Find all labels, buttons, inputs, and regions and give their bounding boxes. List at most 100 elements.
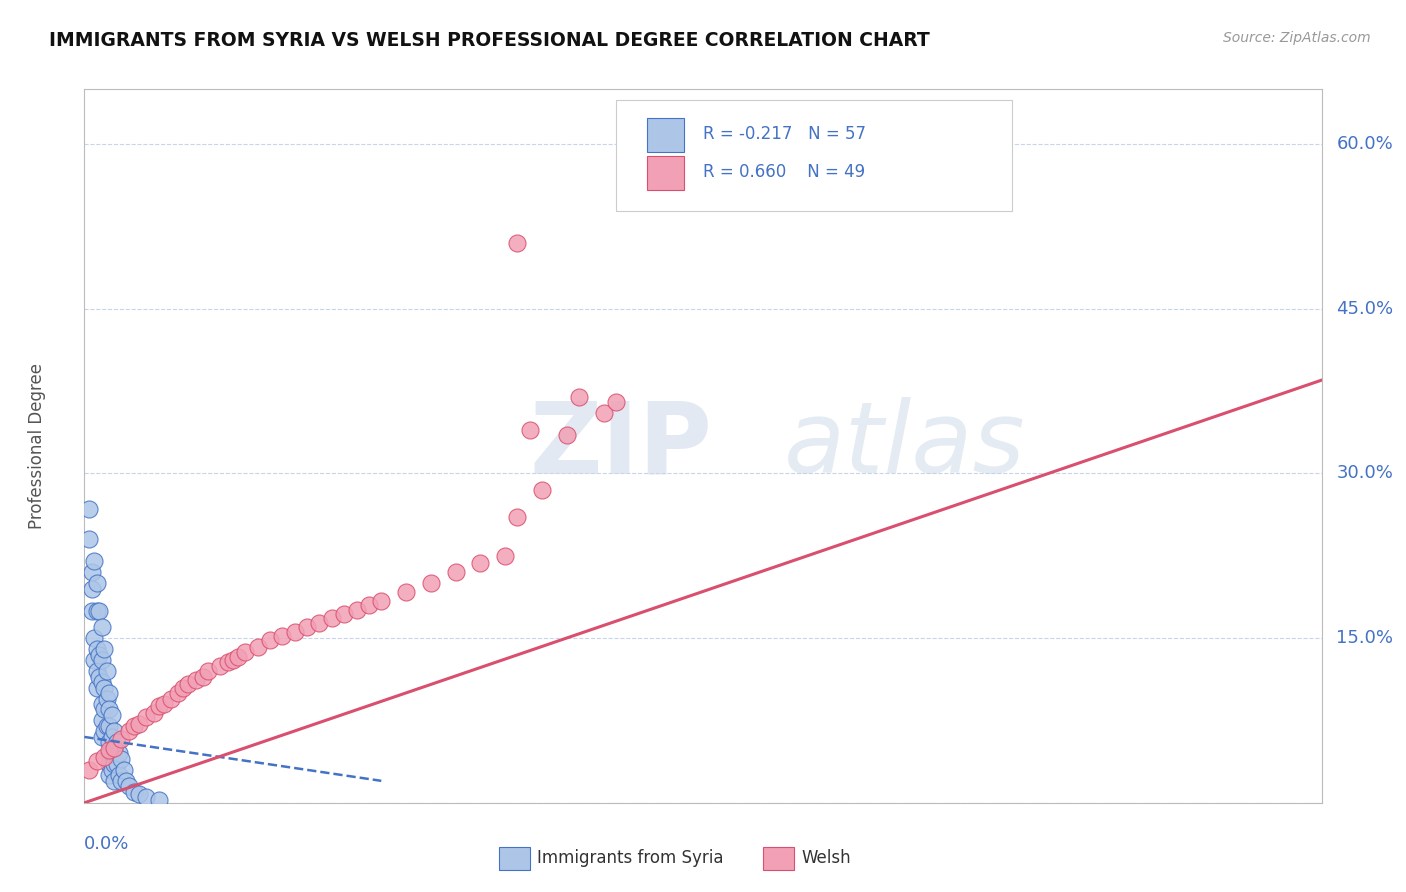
Point <box>80 604 103 618</box>
Point <box>470 557 492 571</box>
Point <box>191 669 214 683</box>
Text: R = -0.217   N = 57: R = -0.217 N = 57 <box>703 125 866 143</box>
Text: 60.0%: 60.0% <box>1337 135 1393 153</box>
Point <box>98 743 121 757</box>
Point <box>105 735 128 749</box>
Point <box>86 576 108 591</box>
Point <box>128 716 150 731</box>
Point <box>79 501 101 516</box>
Point <box>98 768 121 782</box>
Point <box>259 633 281 648</box>
Point <box>96 664 118 678</box>
Text: ZIP: ZIP <box>530 398 713 494</box>
Point <box>93 749 115 764</box>
Point <box>148 792 170 806</box>
Point <box>90 730 112 744</box>
Point <box>593 406 616 420</box>
Point <box>284 624 307 639</box>
Point <box>93 724 115 739</box>
Point <box>90 714 112 728</box>
Point <box>506 510 529 524</box>
Point <box>103 773 125 788</box>
Point <box>98 719 121 733</box>
Point <box>93 702 115 716</box>
Text: Welsh: Welsh <box>801 849 851 867</box>
Text: 0.0%: 0.0% <box>84 835 129 853</box>
Point <box>142 706 165 720</box>
Point <box>246 640 269 654</box>
Point <box>80 582 103 596</box>
Point <box>605 395 627 409</box>
Point <box>333 607 356 621</box>
Point <box>86 604 108 618</box>
Point <box>555 428 578 442</box>
Point <box>321 611 343 625</box>
Point <box>90 675 112 690</box>
Point <box>110 732 132 747</box>
Point <box>98 735 121 749</box>
Point <box>83 554 105 568</box>
Point <box>79 763 101 777</box>
Point <box>103 740 125 755</box>
Text: Immigrants from Syria: Immigrants from Syria <box>537 849 724 867</box>
Point <box>96 691 118 706</box>
Point <box>122 719 145 733</box>
Point <box>177 677 200 691</box>
Point <box>89 648 111 662</box>
Point <box>419 576 441 591</box>
Point <box>89 604 111 618</box>
FancyBboxPatch shape <box>616 100 1012 211</box>
Point <box>346 602 368 616</box>
Point <box>98 702 121 716</box>
Point <box>105 757 128 772</box>
Point <box>86 642 108 657</box>
Point <box>172 681 194 695</box>
Point <box>86 681 108 695</box>
Point <box>103 757 125 772</box>
Point <box>90 620 112 634</box>
Point <box>93 642 115 657</box>
Point <box>89 669 111 683</box>
Point <box>370 594 392 608</box>
Point <box>112 763 135 777</box>
Point <box>568 390 591 404</box>
Point <box>93 681 115 695</box>
Point <box>128 787 150 801</box>
Bar <box>647 156 685 190</box>
Point <box>100 708 122 723</box>
Point <box>271 629 294 643</box>
Point <box>506 235 529 250</box>
Text: Professional Degree: Professional Degree <box>28 363 46 529</box>
Point <box>83 653 105 667</box>
Point <box>98 757 121 772</box>
Point <box>295 620 318 634</box>
Point <box>90 697 112 711</box>
Point <box>122 785 145 799</box>
Text: atlas: atlas <box>783 398 1025 494</box>
Point <box>222 653 245 667</box>
Text: IMMIGRANTS FROM SYRIA VS WELSH PROFESSIONAL DEGREE CORRELATION CHART: IMMIGRANTS FROM SYRIA VS WELSH PROFESSIO… <box>49 31 929 50</box>
Point <box>160 691 183 706</box>
Bar <box>647 118 685 153</box>
Point <box>80 566 103 580</box>
Point <box>118 724 141 739</box>
Text: Source: ZipAtlas.com: Source: ZipAtlas.com <box>1223 31 1371 45</box>
Point <box>98 747 121 761</box>
Point <box>217 655 239 669</box>
Point <box>108 747 131 761</box>
Point <box>103 724 125 739</box>
Point <box>184 673 207 687</box>
Point <box>233 645 256 659</box>
Point <box>167 686 190 700</box>
Point <box>108 768 131 782</box>
Text: 45.0%: 45.0% <box>1337 300 1393 318</box>
Point <box>103 740 125 755</box>
Point <box>100 730 122 744</box>
Point <box>83 631 105 645</box>
Point <box>100 747 122 761</box>
Point <box>100 763 122 777</box>
Point <box>395 585 418 599</box>
Point <box>197 664 219 678</box>
Point <box>96 719 118 733</box>
Point <box>308 615 330 630</box>
